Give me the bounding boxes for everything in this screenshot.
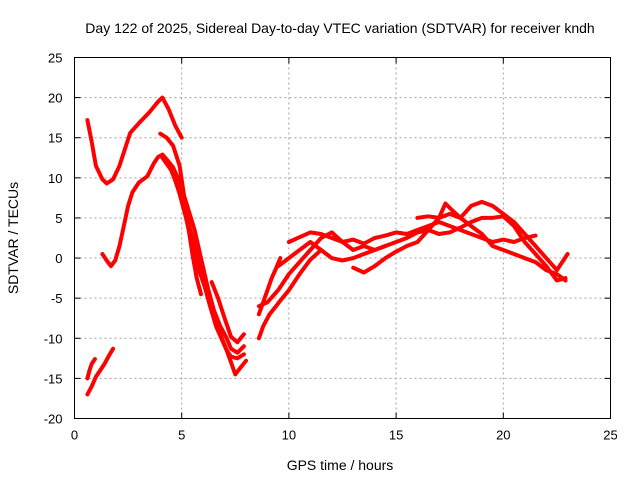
axis-ticks: 0 5 10 15 20 25 -20 -15 -10 -5 0 5 10 15 20 25: [44, 51, 618, 443]
series-s15-line: [415, 211, 568, 283]
y-tick-label: 25: [48, 51, 62, 66]
y-tick-label: 20: [48, 91, 62, 106]
series-s7-line: [85, 346, 116, 397]
y-tick-label: 0: [55, 251, 62, 266]
series-s11-line: [256, 230, 388, 309]
y-tick-label: -20: [44, 412, 63, 427]
x-tick-label: 25: [603, 428, 617, 443]
x-tick-label: 10: [282, 428, 296, 443]
plot-frame: [74, 57, 611, 419]
series-s12-line: [286, 220, 538, 246]
series-s14-line: [351, 199, 570, 275]
series-s2-line: [100, 152, 246, 355]
chart-title: Day 122 of 2025, Sidereal Day-to-day VTE…: [85, 20, 594, 36]
x-tick-label: 5: [178, 428, 185, 443]
x-tick-label: 15: [389, 428, 403, 443]
series-s6-line: [209, 280, 246, 345]
series-s13-line: [276, 214, 568, 283]
y-tick-label: -10: [44, 331, 63, 346]
y-tick-label: -5: [51, 291, 63, 306]
x-tick-label: 20: [496, 428, 510, 443]
series-s4-line: [164, 159, 248, 377]
x-axis-label: GPS time / hours: [287, 457, 394, 473]
series-s1-line: [85, 95, 184, 186]
y-axis-label: SDTVAR / TECUs: [5, 182, 21, 294]
series-s8-line: [85, 357, 97, 381]
y-tick-label: 10: [48, 171, 62, 186]
series-s9-line: [256, 248, 324, 341]
y-tick-label: 5: [55, 211, 62, 226]
y-tick-label: -15: [44, 371, 63, 386]
series-s5-line: [158, 131, 203, 297]
series-group: [85, 95, 570, 397]
y-tick-label: 15: [48, 131, 62, 146]
x-tick-label: 0: [71, 428, 78, 443]
